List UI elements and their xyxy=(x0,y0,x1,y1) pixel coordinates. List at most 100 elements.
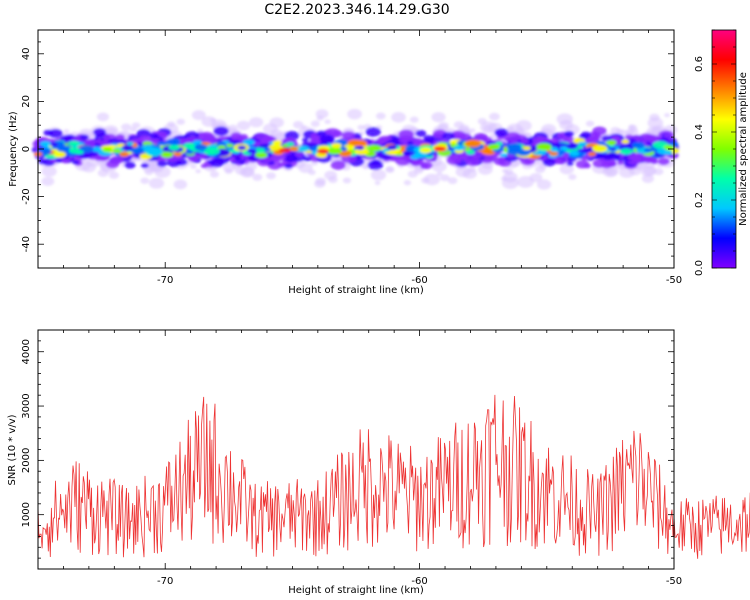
heatmap-xtick-label: -50 xyxy=(666,275,682,286)
heatmap-xtick-label: -60 xyxy=(411,275,427,286)
heatmap-cell xyxy=(606,140,617,146)
heatmap-cell xyxy=(631,141,645,149)
heatmap-cell xyxy=(112,148,122,154)
heatmap-cell xyxy=(403,180,412,186)
heatmap-cell xyxy=(79,134,89,141)
heatmap-cell xyxy=(629,155,639,161)
heatmap-cell xyxy=(641,174,655,184)
heatmap-cell xyxy=(464,139,482,148)
heatmap-cell xyxy=(284,154,298,163)
colorbar-label: Normalized spectral amplitude xyxy=(738,72,749,226)
heatmap-cell xyxy=(414,151,428,159)
heatmap-cell xyxy=(477,118,487,125)
heatmap-cell xyxy=(453,133,462,139)
heatmap-cell xyxy=(657,157,670,166)
heatmap-cell xyxy=(455,166,471,178)
heatmap-cell xyxy=(505,131,521,142)
heatmap-cell xyxy=(541,124,557,135)
heatmap-cell xyxy=(619,148,633,155)
heatmap-cell xyxy=(489,112,500,121)
snr-ytick-label: 1000 xyxy=(21,502,32,527)
heatmap-ytick-label: 0 xyxy=(21,146,32,152)
heatmap-cell xyxy=(606,151,618,158)
heatmap-cell xyxy=(522,146,531,151)
heatmap-cell xyxy=(192,140,203,145)
heatmap-cell xyxy=(41,165,57,177)
snr-xlabel: Height of straight line (km) xyxy=(288,585,424,596)
heatmap-cell xyxy=(536,179,552,190)
heatmap-cell xyxy=(559,164,574,175)
heatmap-cell xyxy=(442,132,455,141)
heatmap-cell xyxy=(519,137,529,144)
snr-axes: -70-60-50-401000200030004000 xyxy=(21,329,682,587)
heatmap-cell xyxy=(217,141,226,147)
heatmap-cell xyxy=(41,176,55,186)
heatmap-cell xyxy=(331,142,342,149)
heatmap-cell xyxy=(453,145,465,151)
heatmap-cell xyxy=(440,174,450,182)
heatmap-cell xyxy=(124,161,136,169)
heatmap-cell xyxy=(103,125,119,136)
heatmap-hotspot xyxy=(316,148,329,154)
heatmap-cell xyxy=(330,160,346,170)
heatmap-cell xyxy=(663,150,673,155)
heatmap-cell xyxy=(499,153,508,157)
heatmap-cell xyxy=(644,148,654,153)
heatmap-cell xyxy=(310,120,320,128)
heatmap-cell xyxy=(213,126,229,136)
heatmap-cell xyxy=(190,164,197,169)
heatmap-cell xyxy=(398,129,414,140)
heatmap-cell xyxy=(140,145,156,153)
heatmap-cell xyxy=(564,130,575,138)
heatmap-cell xyxy=(176,118,186,125)
heatmap-cell xyxy=(568,173,577,180)
heatmap-ytick-label: -20 xyxy=(21,188,32,204)
heatmap-cell xyxy=(266,172,276,180)
heatmap-cell xyxy=(663,133,671,138)
heatmap-cell xyxy=(207,159,215,165)
heatmap-cell xyxy=(230,132,242,139)
snr-ytick-label: 3000 xyxy=(21,393,32,418)
heatmap-cell xyxy=(565,143,578,150)
heatmap-cell xyxy=(549,151,559,156)
heatmap-cell xyxy=(166,138,181,146)
heatmap-cell xyxy=(115,134,125,140)
heatmap-cell xyxy=(209,171,220,178)
heatmap-cell xyxy=(167,121,176,127)
heatmap-cell xyxy=(207,136,219,144)
heatmap-cell xyxy=(242,139,255,146)
heatmap-cell xyxy=(284,163,293,169)
heatmap-cell xyxy=(286,142,295,147)
heatmap-cell xyxy=(617,160,624,165)
heatmap-cell xyxy=(506,143,522,151)
heatmap-blobs xyxy=(31,108,680,190)
heatmap-cell xyxy=(302,155,312,162)
heatmap-cell xyxy=(324,170,338,180)
heatmap-cell xyxy=(431,112,446,123)
heatmap-cell xyxy=(593,134,600,139)
heatmap-cell xyxy=(130,147,145,154)
heatmap-cell xyxy=(201,116,217,127)
snr-xtick-label: -70 xyxy=(157,576,173,587)
heatmap-cell xyxy=(453,121,464,129)
heatmap-cell xyxy=(140,177,150,184)
heatmap-cell xyxy=(315,109,329,119)
colorbar-gradient xyxy=(711,29,737,269)
heatmap-ylabel: Frequency (Hz) xyxy=(8,111,19,187)
heatmap-cell xyxy=(326,146,343,155)
heatmap-cell xyxy=(355,145,365,150)
heatmap-cell xyxy=(194,144,208,151)
heatmap-cell xyxy=(469,128,476,133)
heatmap-cell xyxy=(556,113,573,125)
heatmap-cell xyxy=(247,148,257,154)
heatmap-cell xyxy=(324,119,331,125)
heatmap-cell xyxy=(587,152,597,157)
heatmap-cell xyxy=(81,162,96,173)
heatmap-cell xyxy=(342,177,352,184)
heatmap-cell xyxy=(524,159,532,164)
colorbar-ticks: 0.0 0.2 0.4 0.6 xyxy=(694,29,736,276)
heatmap-cell xyxy=(121,144,134,152)
colorbar-tick-label: 0.6 xyxy=(694,56,705,72)
heatmap-cell xyxy=(97,169,109,177)
heatmap-cell xyxy=(236,120,251,131)
